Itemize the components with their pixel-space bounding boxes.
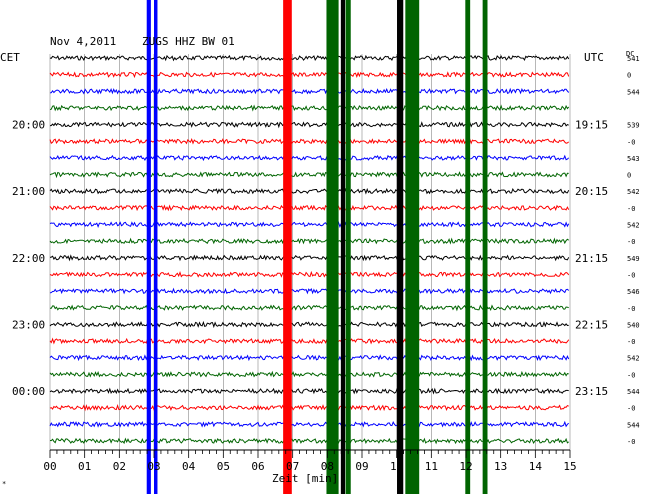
dc-value-label: -0 [627, 338, 635, 346]
trace-line [49, 420, 570, 428]
dc-value-label: 544 [627, 88, 640, 96]
dc-value-label: 549 [627, 255, 640, 263]
dc-value-label: 542 [627, 355, 640, 363]
x-tick-label: 09 [355, 460, 368, 473]
event-burst [326, 0, 339, 494]
event-burst [405, 0, 420, 494]
trace-line [50, 304, 569, 312]
x-tick-label: 12 [459, 460, 472, 473]
dc-value-label: 0 [627, 172, 631, 180]
trace-line [49, 204, 570, 212]
chart-station: ZUGS HHZ BW 01 [142, 35, 235, 48]
trace-line [49, 87, 570, 95]
x-tick-label: 00 [43, 460, 56, 473]
trace-line [49, 221, 570, 229]
event-burst [154, 0, 158, 494]
dc-values: 541 0 544 539 -0 543 0 542 -0 542 -0 549 -0 546 -0 540 -… [627, 55, 640, 446]
chart-date: Nov 4,2011 [50, 35, 116, 48]
right-time-label: 21:15 [575, 252, 608, 265]
trace-line [49, 370, 569, 378]
left-time-label: 00:00 [12, 385, 45, 398]
dc-value-label: -0 [627, 371, 635, 379]
left-timezone-label: CET [0, 51, 20, 64]
left-time-labels: 20:00 21:00 22:00 23:00 00:00 [12, 119, 45, 398]
right-time-label: 20:15 [575, 185, 608, 198]
right-time-labels: 19:15 20:15 21:15 22:15 23:15 [575, 119, 608, 398]
trace-line [49, 270, 570, 278]
left-time-label: 23:00 [12, 318, 45, 331]
dc-value-label: 544 [627, 388, 640, 396]
x-tick-label: 15 [563, 460, 576, 473]
dc-value-label: -0 [627, 138, 635, 146]
dc-value-label: 543 [627, 155, 640, 163]
right-time-label: 19:15 [575, 119, 608, 132]
trace-line [49, 437, 569, 445]
event-burst [482, 0, 488, 494]
trace-line [49, 154, 570, 162]
x-tick-label: 10 [390, 460, 403, 473]
dc-value-label: -0 [627, 271, 635, 279]
x-tick-label: 02 [113, 460, 126, 473]
trace-line [49, 54, 570, 62]
dc-value-label: 544 [627, 421, 640, 429]
seismic-traces [49, 54, 570, 445]
event-burst [465, 0, 471, 494]
dc-value-label: -0 [627, 305, 635, 313]
trace-line [49, 354, 570, 362]
dc-value-label: -0 [627, 405, 635, 413]
x-tick-label: 01 [78, 460, 91, 473]
x-tick-label: 06 [251, 460, 264, 473]
trace-line [49, 254, 570, 262]
right-timezone-label: UTC [584, 51, 604, 64]
trace-line [49, 137, 570, 145]
footnote-mark: * [2, 480, 6, 488]
left-time-label: 21:00 [12, 185, 45, 198]
x-tick-label: 08 [321, 460, 334, 473]
x-axis-title: Zeit [min] [272, 472, 338, 485]
x-tick-label: 13 [494, 460, 507, 473]
trace-line [49, 71, 570, 79]
event-burst [340, 0, 346, 494]
dc-value-label: 540 [627, 321, 640, 329]
trace-line [49, 387, 569, 395]
x-tick-label: 07 [286, 460, 299, 473]
dc-header-label: DC [626, 50, 634, 58]
dc-value-label: 541 [627, 55, 640, 63]
trace-line [49, 121, 569, 129]
earthquake-bursts [146, 0, 488, 494]
dc-value-label: -0 [627, 238, 635, 246]
event-burst [345, 0, 351, 494]
x-tick-label: 14 [529, 460, 543, 473]
right-time-label: 23:15 [575, 385, 608, 398]
dc-value-label: 542 [627, 222, 640, 230]
trace-line [49, 287, 570, 295]
right-time-label: 22:15 [575, 318, 608, 331]
trace-line [49, 404, 569, 412]
x-tick-label: 05 [217, 460, 230, 473]
trace-line [49, 171, 569, 179]
event-burst [146, 0, 151, 494]
trace-line [49, 237, 569, 245]
trace-line [49, 320, 569, 329]
dc-value-label: -0 [627, 438, 635, 446]
dc-value-label: 539 [627, 122, 640, 130]
trace-line [49, 104, 570, 112]
event-burst [283, 0, 292, 494]
x-tick-label: 11 [425, 460, 438, 473]
dc-value-label: 0 [627, 72, 631, 80]
x-tick-label: 03 [147, 460, 160, 473]
dc-value-label: -0 [627, 205, 635, 213]
x-tick-label: 04 [182, 460, 196, 473]
trace-line [49, 187, 570, 195]
left-time-label: 22:00 [12, 252, 45, 265]
event-burst [397, 0, 404, 494]
x-axis: 00 01 02 03 04 05 06 07 08 09 10 11 12 13 14 15 [43, 449, 577, 473]
dc-value-label: 546 [627, 288, 640, 296]
trace-line [49, 337, 570, 345]
left-time-label: 20:00 [12, 119, 45, 132]
dc-value-label: 542 [627, 188, 640, 196]
